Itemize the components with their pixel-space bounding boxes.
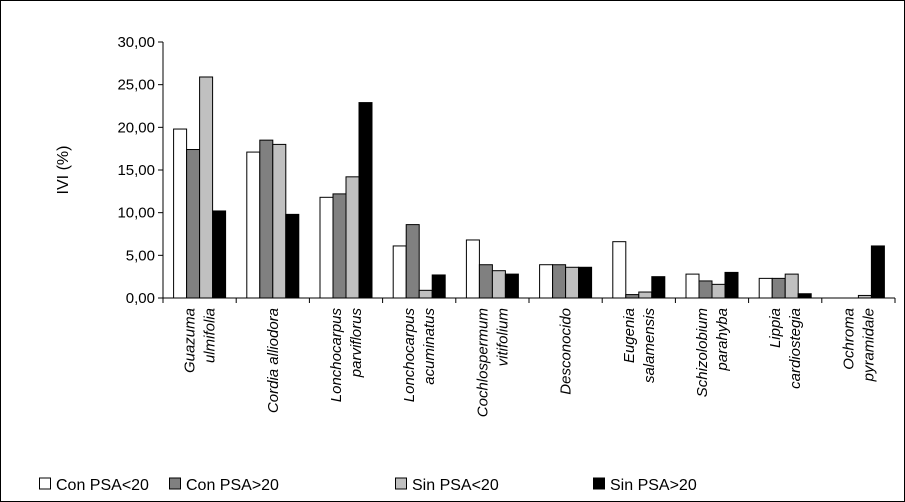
bar bbox=[797, 293, 812, 299]
bar bbox=[319, 196, 334, 299]
bar bbox=[578, 266, 593, 299]
category-label: Lonchocarpus acuminatus bbox=[401, 308, 438, 403]
bar bbox=[651, 276, 666, 299]
category-label-line: parahyba bbox=[714, 308, 731, 372]
category-label-line: salamensis bbox=[641, 308, 658, 384]
category-label: Eugenia salamensis bbox=[621, 308, 658, 384]
bar bbox=[724, 271, 739, 299]
bar bbox=[392, 245, 407, 299]
category-label-line: Cordia alliodora bbox=[265, 308, 282, 413]
bar bbox=[431, 274, 446, 299]
bar bbox=[784, 273, 799, 299]
category-label-line: Ochroma bbox=[840, 308, 857, 370]
bar bbox=[552, 264, 567, 299]
legend-swatch bbox=[39, 477, 51, 490]
bar bbox=[478, 264, 493, 299]
category-label-line: Lonchocarpus bbox=[328, 308, 345, 403]
category-label-line: Schizolobium bbox=[694, 308, 711, 397]
bar bbox=[870, 245, 885, 299]
legend-swatch bbox=[169, 477, 181, 490]
category-label-line: Lonchocarpus bbox=[401, 308, 418, 403]
category-label-line: pyramidale bbox=[860, 308, 877, 382]
bar bbox=[465, 239, 480, 299]
category-label: Guazuma ulmifolia bbox=[182, 308, 219, 373]
category-label-line: Eugenia bbox=[621, 308, 638, 363]
bar bbox=[857, 294, 872, 299]
y-tick-label: 0,00 bbox=[126, 290, 155, 307]
bar bbox=[173, 128, 188, 299]
legend-swatch bbox=[395, 477, 407, 490]
category-label: Lippia cardiostegia bbox=[767, 308, 804, 389]
bar bbox=[186, 149, 201, 299]
category-label: Cochlospermum vitifolium bbox=[474, 308, 511, 417]
bar bbox=[685, 273, 700, 299]
legend-swatch bbox=[593, 477, 605, 490]
category-label: Schizolobium parahyba bbox=[694, 308, 731, 397]
bar bbox=[418, 289, 433, 299]
bar bbox=[345, 176, 360, 299]
legend-label: Con PSA<20 bbox=[56, 477, 149, 494]
bar bbox=[405, 224, 420, 299]
y-tick-label: 5,00 bbox=[126, 247, 155, 264]
bar bbox=[612, 241, 627, 299]
category-label-line: vitifolium bbox=[494, 308, 511, 366]
bar bbox=[638, 291, 653, 299]
bar bbox=[491, 270, 506, 299]
bar bbox=[259, 139, 274, 299]
bar bbox=[539, 264, 554, 299]
legend-label: Con PSA>20 bbox=[186, 477, 279, 494]
category-label-line: Guazuma bbox=[182, 308, 199, 373]
bar bbox=[246, 151, 261, 299]
bar bbox=[711, 283, 726, 299]
bar bbox=[698, 280, 713, 299]
bar bbox=[771, 277, 786, 299]
y-tick-label: 25,00 bbox=[117, 77, 155, 94]
legend-label: Sin PSA>20 bbox=[610, 477, 697, 494]
y-tick-label: 10,00 bbox=[117, 205, 155, 222]
legend: Con PSA<20 Con PSA>20 Sin PSA<20 Sin PSA>20 bbox=[39, 477, 697, 494]
bar bbox=[332, 193, 347, 299]
y-tick-label: 15,00 bbox=[117, 162, 155, 179]
bar bbox=[358, 102, 373, 299]
category-label-line: Cochlospermum bbox=[474, 308, 491, 417]
bar bbox=[504, 273, 519, 299]
category-label: Lonchocarpus parviflorus bbox=[328, 308, 365, 403]
y-tick-label: 20,00 bbox=[117, 119, 155, 136]
bar bbox=[285, 213, 300, 299]
category-label-line: Desconocido bbox=[558, 308, 575, 395]
bar bbox=[272, 143, 287, 299]
category-label-line: cardiostegia bbox=[787, 308, 804, 389]
bar bbox=[199, 76, 214, 299]
bar bbox=[625, 294, 640, 299]
legend-label: Sin PSA<20 bbox=[412, 477, 499, 494]
category-label: Cordia alliodora bbox=[265, 308, 282, 413]
bar bbox=[758, 277, 773, 299]
category-label: Ochroma pyramidale bbox=[840, 308, 877, 382]
plot-area: 0,00 5,00 10,00 15,00 20,00 25,00 30,00 Guazuma… bbox=[117, 34, 896, 417]
category-label-line: parviflorus bbox=[348, 308, 365, 379]
bar bbox=[565, 266, 580, 299]
category-label-line: ulmifolia bbox=[202, 308, 219, 363]
y-tick-label: 30,00 bbox=[117, 34, 155, 51]
category-label-line: acuminatus bbox=[421, 308, 438, 385]
category-label-line: Lippia bbox=[767, 308, 784, 348]
y-axis-title: IVI (%) bbox=[55, 146, 72, 195]
bar bbox=[212, 210, 227, 299]
category-label: Desconocido bbox=[558, 308, 575, 395]
